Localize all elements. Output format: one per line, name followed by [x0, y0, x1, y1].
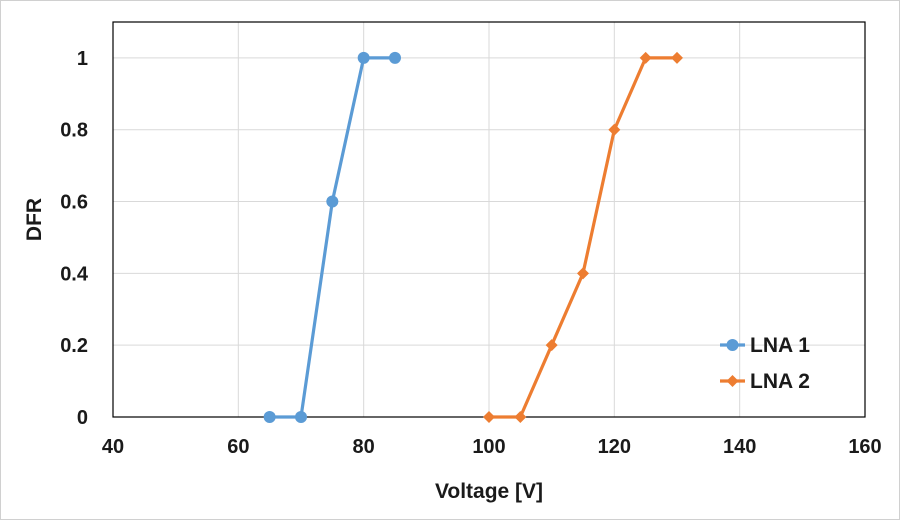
data-point — [726, 339, 739, 351]
legend-item: LNA 2 — [720, 370, 810, 393]
data-point — [577, 267, 589, 280]
series-lna-1 — [263, 51, 401, 423]
x-tick-label: 80 — [353, 436, 375, 458]
x-tick-label: 160 — [848, 436, 881, 458]
x-tick-label: 120 — [598, 436, 631, 458]
data-point — [389, 51, 401, 64]
series-line — [269, 56, 395, 419]
y-tick-label: 0 — [77, 407, 88, 429]
x-tick-label: 140 — [723, 436, 756, 458]
series-line — [489, 56, 677, 419]
legend-label: LNA 2 — [750, 370, 810, 393]
data-point — [357, 51, 370, 64]
tick-labels: 40 60 80 100 120 140 160 0 0.2 0.4 0.6 0.8 1 — [60, 48, 882, 458]
x-tick-label: 100 — [472, 436, 505, 458]
legend-item: LNA 1 — [720, 334, 810, 357]
y-axis-title: DFR — [23, 198, 46, 241]
data-point — [545, 339, 558, 352]
y-tick-label: 0.6 — [60, 192, 88, 214]
data-point — [263, 411, 276, 423]
data-point — [726, 375, 739, 387]
y-tick-label: 1 — [77, 48, 88, 70]
x-tick-label: 40 — [102, 436, 124, 458]
legend-label: LNA 1 — [750, 334, 810, 357]
series-lna-2 — [483, 51, 683, 423]
data-point — [326, 195, 339, 208]
y-tick-label: 0.8 — [60, 120, 88, 142]
data-point — [671, 51, 683, 64]
y-tick-label: 0.2 — [60, 335, 88, 357]
x-axis-title: Voltage [V] — [435, 480, 543, 503]
y-tick-label: 0.4 — [60, 263, 89, 285]
series-layer — [263, 51, 683, 423]
data-point — [295, 411, 307, 423]
data-point — [639, 51, 652, 64]
data-point — [608, 123, 621, 136]
x-tick-label: 60 — [227, 436, 249, 458]
data-point — [514, 411, 527, 423]
legend: LNA 1 LNA 2 — [720, 334, 810, 393]
data-point — [483, 411, 495, 423]
grid-lines — [113, 22, 865, 417]
